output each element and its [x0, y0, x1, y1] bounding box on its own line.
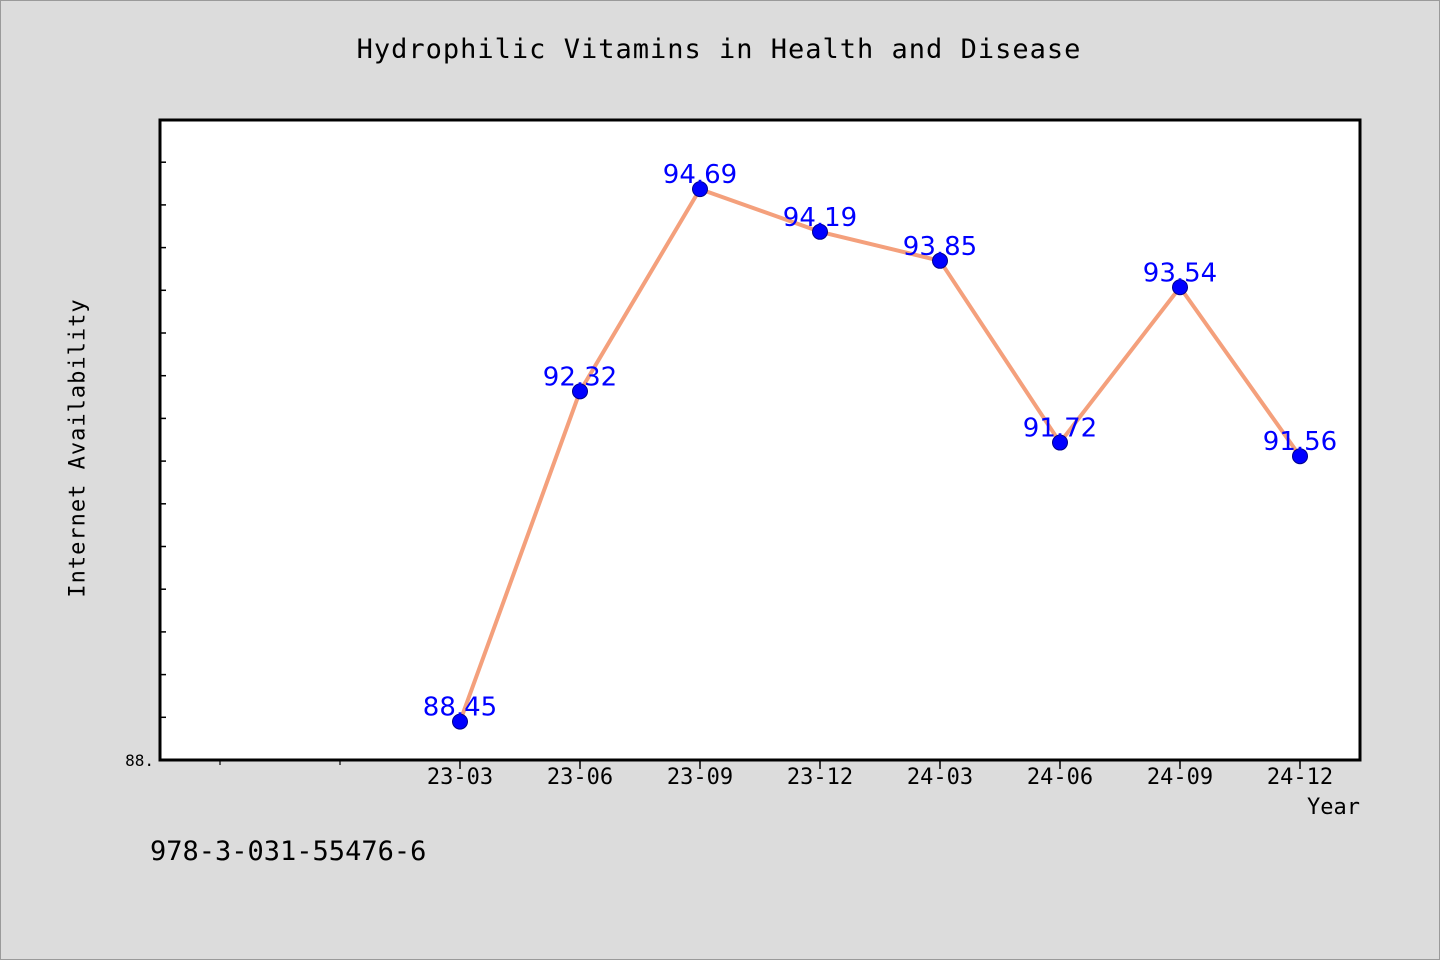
x-tick-label: 24-12 [1267, 765, 1333, 790]
x-tick-label: 24-06 [1027, 765, 1093, 790]
y-tick-label: 88. [125, 751, 154, 770]
x-tick-label: 24-03 [907, 765, 973, 790]
data-label: 93.54 [1143, 258, 1217, 288]
x-axis-label: Year [1307, 795, 1360, 820]
data-label: 91.72 [1023, 414, 1097, 444]
data-label: 88.45 [423, 693, 497, 723]
chart-title: Hydrophilic Vitamins in Health and Disea… [356, 34, 1082, 65]
data-label: 94.69 [663, 160, 737, 190]
data-label: 94.19 [783, 203, 857, 233]
x-tick-label: 23-12 [787, 765, 853, 790]
series-line [458, 187, 1302, 724]
x-tick-label: 23-06 [547, 765, 613, 790]
data-point [572, 383, 588, 400]
data-point [1172, 279, 1188, 296]
plot-area [158, 118, 1362, 762]
x-tick-label: 24-09 [1147, 765, 1213, 790]
data-point [452, 713, 468, 730]
data-point [1052, 434, 1068, 451]
data-point [1292, 448, 1308, 465]
isbn-footnote: 978-3-031-55476-6 [150, 836, 427, 867]
data-label: 92.32 [543, 362, 617, 392]
x-tick-label: 23-03 [427, 765, 493, 790]
x-tick-label: 23-09 [667, 765, 733, 790]
data-label: 93.85 [903, 232, 977, 262]
data-label: 91.56 [1263, 427, 1337, 457]
data-point [812, 223, 828, 240]
data-point [932, 252, 948, 269]
data-point [692, 181, 708, 198]
